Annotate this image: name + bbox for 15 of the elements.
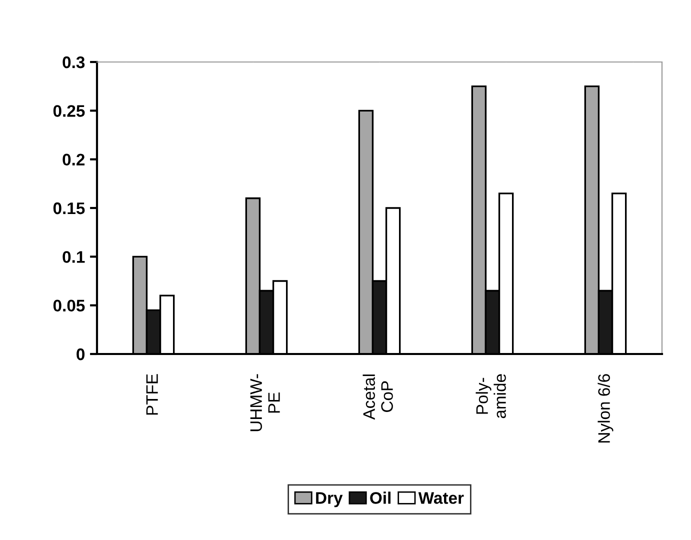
x-tick-label: Nylon 6/6 <box>598 374 614 442</box>
x-tick-label: Acetal CoP <box>362 374 393 420</box>
legend-label: Oil <box>370 492 390 504</box>
y-tick-label: 0 <box>76 348 85 360</box>
legend-label: Water <box>418 492 464 504</box>
legend-label: Dry <box>316 492 343 508</box>
y-tick-label: 0.1 <box>62 251 85 263</box>
x-tick-label: Poly- amide <box>476 374 506 418</box>
y-tick-label: 0.25 <box>53 105 85 117</box>
y-tick-label: 0.05 <box>53 300 85 312</box>
y-tick-label: 0.3 <box>62 56 85 68</box>
y-tick-label: 0.15 <box>53 202 85 214</box>
x-tick-label: PTFE <box>146 374 158 415</box>
x-tick-label: UHMW- PE <box>250 374 280 432</box>
y-tick-label: 0.2 <box>62 154 85 166</box>
